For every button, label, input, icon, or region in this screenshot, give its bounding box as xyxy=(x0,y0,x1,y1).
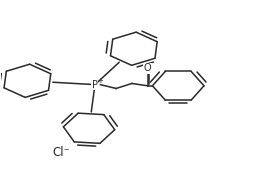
Text: +: + xyxy=(97,78,103,84)
Text: Cl⁻: Cl⁻ xyxy=(52,146,70,159)
Text: O: O xyxy=(144,63,152,73)
Text: P: P xyxy=(92,80,98,90)
